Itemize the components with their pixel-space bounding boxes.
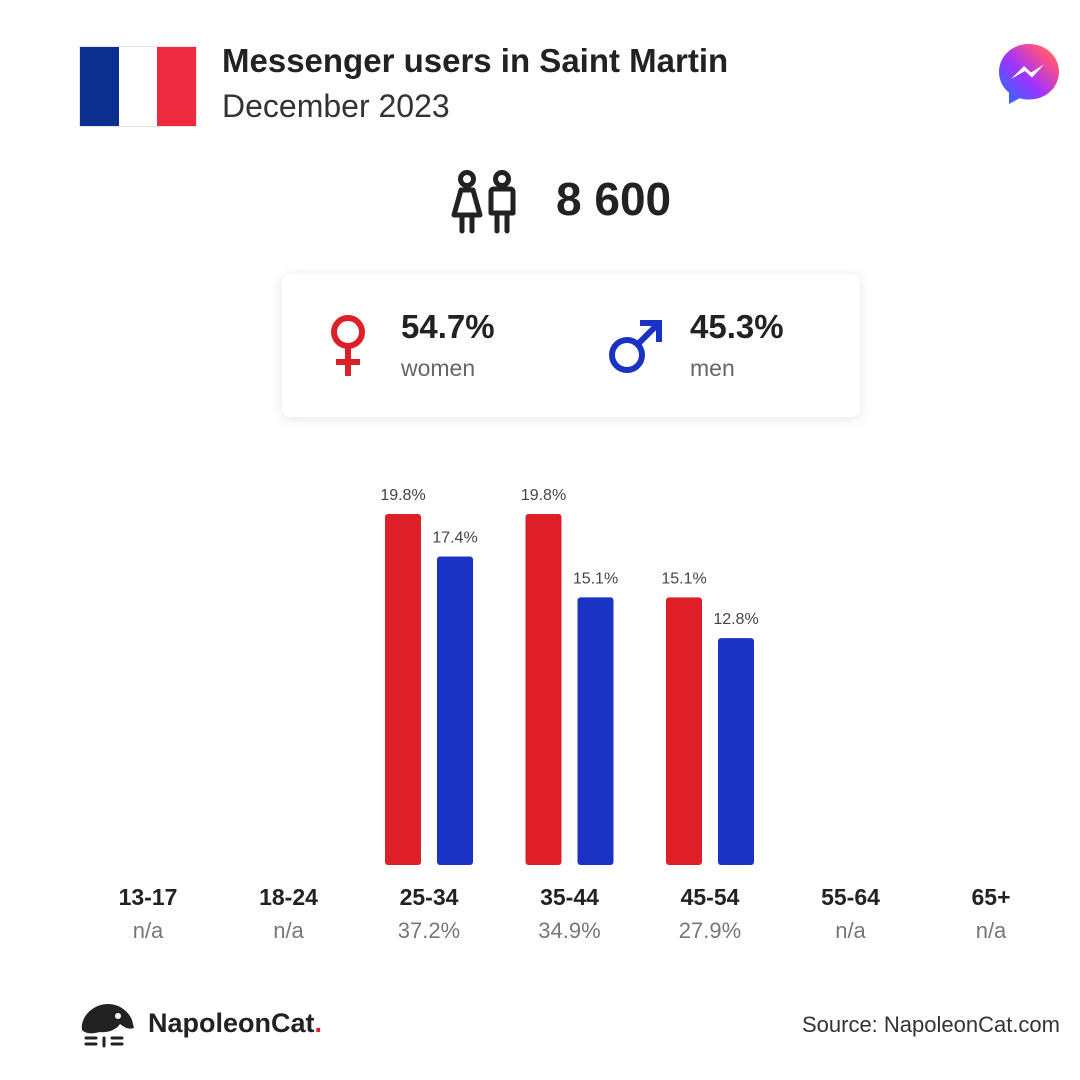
users-icon — [451, 170, 516, 234]
bar-45-54-series-1 — [718, 638, 754, 865]
category-total-label: 34.9% — [538, 918, 600, 943]
bar-35-44-series-0 — [525, 514, 562, 865]
france-flag-icon — [80, 47, 197, 126]
x-tick-label: 45-54 — [681, 884, 740, 910]
messenger-logo-icon — [999, 44, 1059, 104]
category-total-label: n/a — [976, 918, 1007, 943]
age-gender-bar-chart: 13-17 n/a 18-24 n/a 19.8% 17.4% 25-34 37.2% 19.8… — [119, 487, 1011, 943]
women-percentage: 54.7% — [401, 308, 495, 345]
bar-value-label: 15.1% — [573, 570, 618, 587]
page-title: Messenger users in Saint Martin — [222, 42, 729, 79]
x-tick-label: 18-24 — [259, 884, 318, 910]
x-tick-label: 25-34 — [400, 884, 459, 910]
x-tick-label: 55-64 — [821, 884, 880, 910]
bar-value-label: 19.8% — [521, 487, 566, 504]
men-percentage: 45.3% — [690, 308, 784, 345]
napoleoncat-logo-icon — [81, 1004, 134, 1048]
x-tick-label: 65+ — [971, 884, 1010, 910]
category-total-label: n/a — [835, 918, 866, 943]
bar-value-label: 19.8% — [380, 487, 425, 504]
gender-breakdown-card: 54.7% women 45.3% men — [282, 274, 860, 417]
x-tick-label: 13-17 — [119, 884, 178, 910]
category-total-label: 27.9% — [679, 918, 741, 943]
bar-value-label: 12.8% — [713, 611, 758, 628]
total-users-value: 8 600 — [556, 173, 672, 225]
category-total-label: n/a — [273, 918, 304, 943]
female-symbol-icon — [331, 315, 365, 376]
category-total-label: n/a — [133, 918, 164, 943]
bar-value-label: 17.4% — [432, 530, 477, 547]
brand-name: NapoleonCat. — [148, 1008, 323, 1038]
x-tick-label: 35-44 — [540, 884, 599, 910]
bar-25-34-series-1 — [437, 556, 473, 865]
category-total-label: 37.2% — [398, 918, 460, 943]
men-label: men — [690, 355, 735, 381]
women-label: women — [401, 355, 476, 381]
page-subtitle: December 2023 — [222, 88, 450, 124]
bar-25-34-series-0 — [385, 514, 421, 865]
bar-35-44-series-1 — [577, 597, 614, 865]
bar-value-label: 15.1% — [661, 570, 706, 587]
male-symbol-icon — [609, 320, 662, 373]
bar-45-54-series-0 — [666, 597, 702, 865]
source-text: Source: NapoleonCat.com — [801, 1012, 1060, 1037]
